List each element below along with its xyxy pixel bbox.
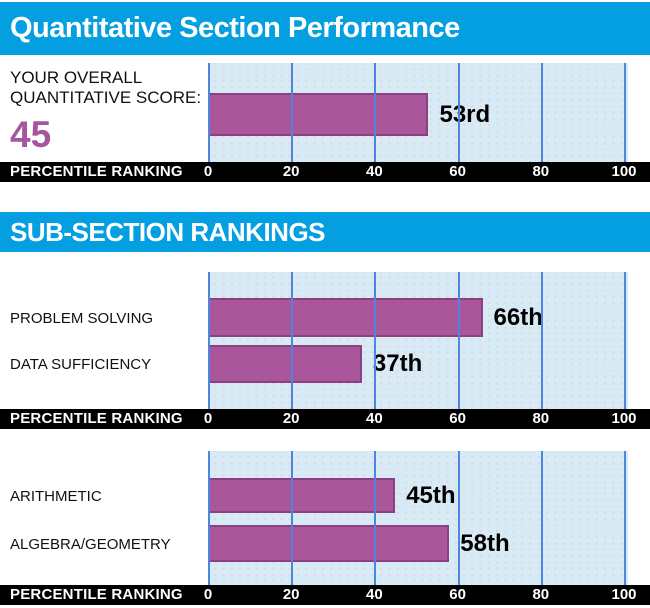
- section-header-quantitative-performance: Quantitative Section Performance: [0, 2, 650, 55]
- value-label-arithmetic: 45th: [406, 481, 456, 509]
- bar-arithmetic: [208, 478, 396, 513]
- gridline-0: [208, 272, 210, 409]
- page-title: Quantitative Section Performance: [10, 12, 460, 44]
- gridline-80: [540, 63, 543, 162]
- gridline-20: [291, 451, 294, 585]
- axis-tick-20: 20: [282, 163, 300, 180]
- axis-title: PERCENTILE RANKING: [10, 410, 183, 427]
- overall-score-label: YOUR OVERALL QUANTITATIVE SCORE:: [0, 63, 208, 108]
- overall-percentile-plot: 53rd: [208, 63, 628, 162]
- axis-tick-20: 20: [282, 586, 300, 603]
- subsection-plot-1: 66th 37th: [208, 272, 628, 409]
- category-label-arithmetic: ARITHMETIC: [10, 488, 102, 505]
- axis-tick-60: 60: [449, 586, 466, 603]
- gridline-100: [624, 63, 626, 162]
- axis-tick-60: 60: [449, 163, 466, 180]
- gridline-60: [457, 272, 460, 409]
- overall-score-label-line1: YOUR OVERALL: [10, 68, 143, 87]
- gridline-40: [374, 451, 377, 585]
- value-label-problem-solving: 66th: [493, 303, 543, 331]
- gridline-60: [457, 451, 460, 585]
- gridline-0: [208, 451, 210, 585]
- axis-tick-60: 60: [449, 410, 466, 427]
- value-label-algebra-geometry: 58th: [460, 529, 510, 557]
- axis-ticks: 0 20 40 60 80 100: [204, 409, 637, 429]
- section-header-subsection-rankings: SUB-SECTION RANKINGS: [0, 212, 650, 252]
- gridline-20: [291, 272, 294, 409]
- gridline-40: [374, 63, 377, 162]
- axis-tick-0: 0: [203, 163, 213, 180]
- axis-tick-80: 80: [532, 163, 550, 180]
- axis-tick-100: 100: [611, 586, 637, 603]
- gridline-100: [624, 451, 626, 585]
- axis-title: PERCENTILE RANKING: [10, 163, 183, 180]
- axis-tick-80: 80: [532, 586, 550, 603]
- bar-data-sufficiency: [208, 345, 362, 383]
- axis-tick-0: 0: [203, 586, 213, 603]
- axis-tick-100: 100: [611, 163, 637, 180]
- percentile-axis-bar-3: PERCENTILE RANKING 0 20 40 60 80 100: [0, 585, 650, 605]
- value-label-overall: 53rd: [439, 100, 491, 128]
- axis-tick-40: 40: [366, 163, 383, 180]
- overall-score-value: 45: [10, 114, 52, 155]
- percentile-axis-bar-1: PERCENTILE RANKING 0 20 40 60 80 100: [0, 162, 650, 182]
- gridline-80: [540, 272, 543, 409]
- axis-tick-40: 40: [366, 586, 383, 603]
- subsection-chart-1: PROBLEM SOLVING DATA SUFFICIENCY 66th 37…: [0, 272, 650, 409]
- value-label-data-sufficiency: 37th: [372, 350, 423, 377]
- subsection-chart-2: ARITHMETIC ALGEBRA/GEOMETRY 45th 58th: [0, 451, 650, 585]
- bar-algebra-geometry: [208, 525, 450, 562]
- axis-ticks: 0 20 40 60 80 100: [204, 162, 637, 182]
- overall-score-section: YOUR OVERALL QUANTITATIVE SCORE: 45 53rd: [0, 63, 650, 162]
- axis-tick-40: 40: [366, 410, 383, 427]
- gridline-60: [457, 63, 460, 162]
- gridline-0: [208, 63, 210, 162]
- category-label-algebra-geometry: ALGEBRA/GEOMETRY: [10, 536, 171, 553]
- bar-problem-solving: [208, 298, 483, 337]
- axis-tick-80: 80: [532, 410, 550, 427]
- bar-overall-score: [208, 93, 429, 136]
- category-label-problem-solving: PROBLEM SOLVING: [10, 310, 154, 327]
- axis-title: PERCENTILE RANKING: [10, 586, 183, 603]
- subsection-title: SUB-SECTION RANKINGS: [10, 216, 326, 247]
- overall-score-label-line2: QUANTITATIVE SCORE:: [10, 88, 202, 107]
- gridline-80: [540, 451, 543, 585]
- axis-tick-100: 100: [611, 410, 637, 427]
- axis-ticks: 0 20 40 60 80 100: [204, 585, 637, 605]
- axis-tick-20: 20: [282, 410, 300, 427]
- subsection-plot-2: 45th 58th: [208, 451, 628, 585]
- axis-tick-0: 0: [203, 410, 213, 427]
- gridline-20: [291, 63, 294, 162]
- gridline-40: [374, 272, 377, 409]
- category-label-data-sufficiency: DATA SUFFICIENCY: [10, 356, 152, 373]
- percentile-axis-bar-2: PERCENTILE RANKING 0 20 40 60 80 100: [0, 409, 650, 429]
- overall-score-left-column: YOUR OVERALL QUANTITATIVE SCORE: 45: [0, 63, 208, 162]
- gridline-100: [624, 272, 626, 409]
